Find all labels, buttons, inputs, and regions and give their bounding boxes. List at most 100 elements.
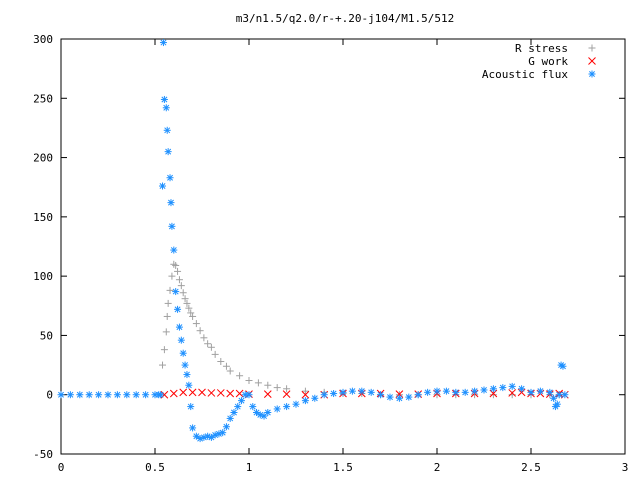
y-tick-label: 50 — [40, 329, 53, 342]
data-point — [66, 391, 74, 399]
data-point — [198, 388, 206, 397]
data-point — [222, 362, 230, 370]
x-tick-label: 0.5 — [145, 461, 165, 474]
data-point — [433, 387, 441, 395]
data-point — [237, 397, 245, 405]
data-point — [162, 328, 170, 336]
data-point — [166, 286, 174, 294]
data-point — [168, 272, 176, 280]
data-point — [189, 312, 197, 320]
series-1 — [159, 260, 563, 399]
data-point — [561, 391, 569, 399]
data-point — [162, 104, 170, 112]
data-point — [163, 126, 171, 134]
data-point — [175, 276, 183, 284]
data-point — [405, 393, 413, 401]
data-point — [177, 282, 185, 290]
data-point — [301, 397, 309, 405]
data-point — [183, 299, 191, 307]
data-point — [192, 432, 200, 440]
data-point — [123, 391, 131, 399]
data-point — [159, 361, 167, 369]
data-point — [159, 39, 167, 47]
y-tick-label: 100 — [33, 270, 53, 283]
data-point — [301, 387, 309, 395]
data-point — [226, 414, 234, 422]
data-point — [207, 343, 215, 351]
data-point — [358, 387, 366, 395]
x-tick-label: 2.5 — [521, 461, 541, 474]
data-point — [559, 362, 567, 370]
data-point — [168, 222, 176, 230]
data-point — [301, 390, 310, 399]
data-point — [339, 388, 347, 396]
x-tick-label: 1 — [246, 461, 253, 474]
data-point — [183, 371, 191, 379]
data-point — [414, 391, 422, 399]
legend-label: Acoustic flux — [482, 68, 568, 81]
data-point — [264, 381, 272, 389]
data-point — [170, 246, 178, 254]
data-point — [189, 424, 197, 432]
data-point — [480, 386, 488, 394]
data-point — [57, 391, 65, 399]
y-tick-label: 150 — [33, 211, 53, 224]
legend-marker — [588, 44, 596, 52]
data-point — [311, 394, 319, 402]
legend-label: R stress — [515, 42, 568, 55]
series-layer — [57, 39, 569, 443]
data-point — [508, 382, 516, 390]
data-point — [249, 403, 257, 411]
data-point — [160, 346, 168, 354]
data-point — [196, 327, 204, 335]
data-point — [85, 391, 93, 399]
data-point — [283, 385, 291, 393]
x-tick-label: 1.5 — [333, 461, 353, 474]
data-point — [177, 336, 185, 344]
data-point — [188, 388, 197, 397]
data-point — [555, 391, 563, 399]
data-point — [245, 376, 253, 384]
y-tick-label: 250 — [33, 92, 53, 105]
data-point — [282, 390, 291, 398]
data-point — [174, 305, 182, 313]
data-point — [550, 394, 558, 402]
data-point — [527, 388, 535, 396]
data-point — [471, 387, 479, 395]
data-point — [179, 388, 188, 397]
data-point — [273, 405, 281, 413]
data-point — [163, 312, 171, 320]
data-point — [263, 390, 272, 398]
data-point — [489, 391, 497, 399]
data-point — [113, 391, 121, 399]
data-point — [160, 95, 168, 103]
data-point — [546, 388, 554, 396]
data-point — [164, 299, 172, 307]
y-tick-label: 200 — [33, 152, 53, 165]
data-point — [207, 433, 215, 441]
x-tick-label: 3 — [622, 461, 629, 474]
data-point — [211, 350, 219, 358]
data-point — [230, 409, 238, 416]
data-point — [187, 403, 195, 411]
data-point — [166, 174, 174, 182]
data-point — [192, 320, 200, 328]
chart-title: m3/n1.5/q2.0/r-+.20-j104/M1.5/512 — [236, 12, 455, 25]
data-point — [216, 389, 225, 397]
data-point — [142, 391, 150, 399]
data-point — [175, 323, 183, 331]
data-point — [226, 389, 235, 398]
data-point — [283, 403, 291, 411]
data-point — [179, 349, 187, 357]
data-point — [499, 384, 507, 392]
data-point — [508, 389, 517, 397]
data-point — [207, 389, 216, 397]
data-point — [167, 199, 175, 207]
data-point — [172, 261, 180, 269]
data-point — [489, 385, 497, 393]
data-point — [461, 388, 469, 396]
data-point — [187, 309, 195, 317]
data-point — [292, 400, 300, 408]
